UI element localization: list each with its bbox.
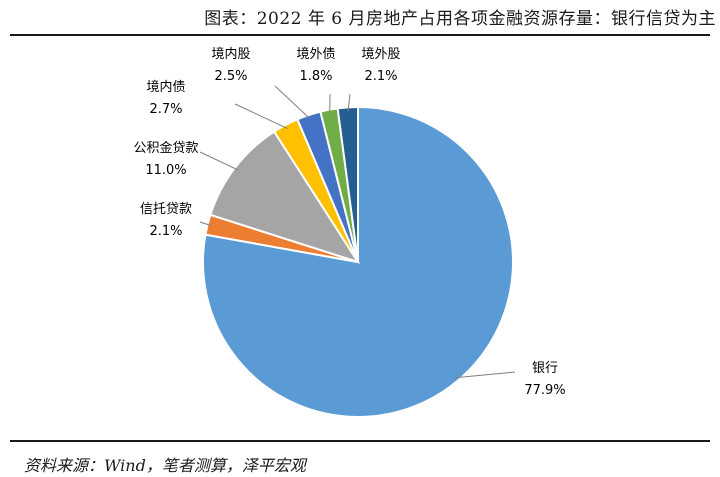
slice-value-3: 2.7%: [149, 102, 182, 117]
slice-label-5: 境外债: [296, 47, 335, 62]
slice-label-0: 银行: [532, 361, 558, 376]
leader-line-2: [199, 151, 239, 171]
slice-value-6: 2.1%: [364, 69, 397, 84]
leader-line-0: [454, 371, 516, 379]
slice-value-2: 11.0%: [145, 163, 186, 178]
slice-label-4: 境内股: [211, 46, 250, 62]
slice-value-4: 2.5%: [214, 69, 247, 84]
bottom-divider: [10, 440, 710, 442]
slice-value-1: 2.1%: [149, 224, 182, 239]
slice-label-6: 境外股: [361, 47, 400, 62]
pie-slice-2: [209, 130, 361, 264]
pie-slice-6: [336, 105, 359, 263]
slice-value-5: 1.8%: [299, 69, 332, 84]
slice-label-1: 信托贷款: [140, 202, 192, 217]
leader-line-1: [199, 221, 212, 227]
slice-value-0: 77.9%: [524, 383, 565, 398]
leader-line-3: [234, 103, 288, 129]
slice-label-3: 境内债: [146, 79, 185, 95]
chart-title: 图表：2022 年 6 月房地产占用各项金融资源存量：银行信贷为主: [204, 9, 716, 29]
slice-label-2: 公积金贷款: [133, 140, 198, 156]
leader-line-4: [274, 85, 311, 120]
leader-line-6: [347, 93, 351, 112]
source-note: 资料来源：Wind，笔者测算，泽平宏观: [24, 456, 306, 475]
top-divider: [10, 34, 710, 36]
